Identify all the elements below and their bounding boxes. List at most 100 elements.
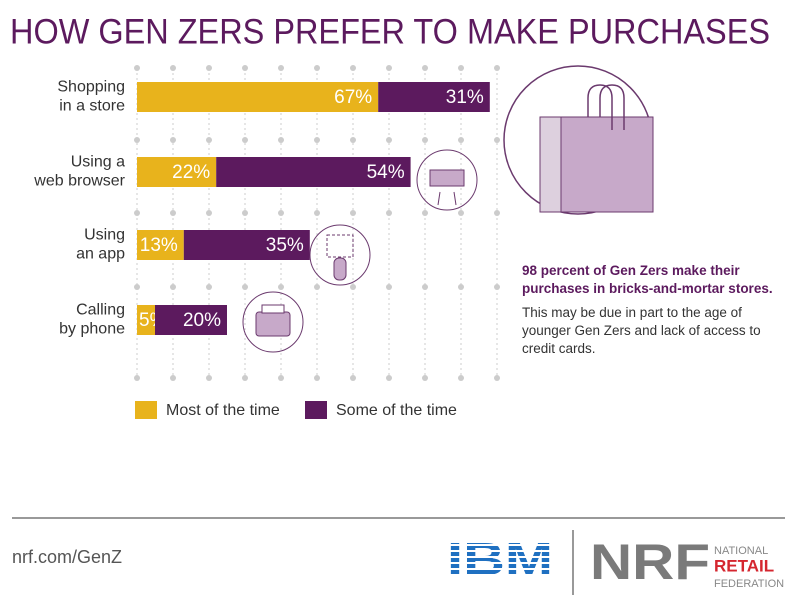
grid-dot — [422, 137, 428, 143]
value-label: 20% — [183, 310, 221, 331]
grid-dot — [350, 375, 356, 381]
grid-dot — [206, 137, 212, 143]
bar-segment — [378, 82, 490, 112]
value-label: 67% — [334, 87, 372, 108]
legend-swatch — [305, 401, 327, 419]
grid-dot — [422, 65, 428, 71]
grid-dot — [242, 210, 248, 216]
bar-segment — [183, 230, 310, 260]
grid-line — [134, 65, 140, 381]
bar-segment — [137, 157, 217, 187]
grid-dot — [242, 284, 248, 290]
bar-segment — [216, 157, 411, 187]
grid-line — [206, 65, 212, 381]
grid-dot — [422, 210, 428, 216]
grid-line — [242, 65, 248, 381]
grid-line — [422, 65, 428, 381]
grid-dot — [494, 65, 500, 71]
grid-line — [170, 65, 176, 381]
grid-line — [458, 65, 464, 381]
grid-dot — [278, 284, 284, 290]
grid-dot — [494, 137, 500, 143]
nrf-line1: NATIONAL — [714, 545, 768, 557]
grid-line — [494, 65, 500, 381]
grid-line — [386, 65, 392, 381]
grid-dot — [278, 137, 284, 143]
grid-dot — [350, 284, 356, 290]
grid-dot — [242, 65, 248, 71]
grid-dot — [386, 65, 392, 71]
grid-dot — [386, 375, 392, 381]
value-label: 35% — [266, 235, 304, 256]
grid-dot — [314, 65, 320, 71]
ibm-stripes — [445, 544, 557, 576]
callout: 98 percent of Gen Zers make their purcha… — [522, 262, 792, 358]
nrf-logo: NRF — [590, 534, 710, 590]
grid-line — [314, 65, 320, 381]
grid-dot — [458, 210, 464, 216]
grid-dot — [386, 137, 392, 143]
bag-icon — [503, 65, 654, 215]
grid-dot — [458, 375, 464, 381]
footer-url: nrf.com/GenZ — [12, 547, 122, 567]
grid-dot — [458, 65, 464, 71]
grid-dot — [242, 375, 248, 381]
bar-segment — [137, 82, 379, 112]
grid-dot — [422, 284, 428, 290]
callout-body: This may be due in part to the age of yo… — [522, 305, 761, 356]
category-label: Using an app — [76, 227, 125, 263]
grid-dot — [386, 210, 392, 216]
category-label: Shopping in a store — [57, 79, 125, 115]
bar-segment — [137, 230, 184, 260]
grid-dot — [350, 65, 356, 71]
grid-dot — [422, 375, 428, 381]
nrf-line3: FEDERATION — [714, 578, 784, 590]
browser-icon — [416, 149, 478, 211]
grid-dot — [134, 65, 140, 71]
grid-dot — [206, 65, 212, 71]
grid-dot — [170, 284, 176, 290]
grid-dot — [314, 284, 320, 290]
legend-label: Most of the time — [166, 402, 280, 419]
grid-dot — [242, 137, 248, 143]
grid-dot — [134, 137, 140, 143]
grid-dot — [458, 284, 464, 290]
category-label: Calling by phone — [59, 302, 125, 338]
grid-dot — [458, 137, 464, 143]
grid-dot — [494, 284, 500, 290]
grid-dot — [134, 375, 140, 381]
grid-dot — [170, 210, 176, 216]
callout-headline: 98 percent of Gen Zers make their purcha… — [522, 263, 773, 296]
app-icon — [309, 224, 371, 286]
chart-title: HOW GEN ZERS PREFER TO MAKE PURCHASES — [10, 12, 770, 51]
value-label: 31% — [446, 87, 484, 108]
grid-line — [350, 65, 356, 381]
value-label: 13% — [140, 235, 178, 256]
grid-dot — [206, 210, 212, 216]
grid-dot — [170, 65, 176, 71]
ibm-logo: IBM — [447, 533, 553, 585]
grid-dot — [350, 210, 356, 216]
grid-dot — [278, 65, 284, 71]
grid-dot — [134, 210, 140, 216]
grid-dot — [494, 375, 500, 381]
legend-label: Some of the time — [336, 402, 457, 419]
grid-dot — [278, 375, 284, 381]
phone-icon — [242, 291, 304, 353]
grid-dot — [386, 284, 392, 290]
legend-swatch — [135, 401, 157, 419]
grid-dot — [278, 210, 284, 216]
bar-segment — [137, 305, 155, 335]
value-label: 22% — [172, 162, 210, 183]
grid-dot — [170, 375, 176, 381]
grid-dot — [206, 375, 212, 381]
category-label: Using a web browser — [33, 154, 125, 190]
grid-dot — [170, 137, 176, 143]
grid-dot — [314, 375, 320, 381]
value-label: 54% — [367, 162, 405, 183]
bar-segment — [155, 305, 227, 335]
grid-dot — [134, 284, 140, 290]
